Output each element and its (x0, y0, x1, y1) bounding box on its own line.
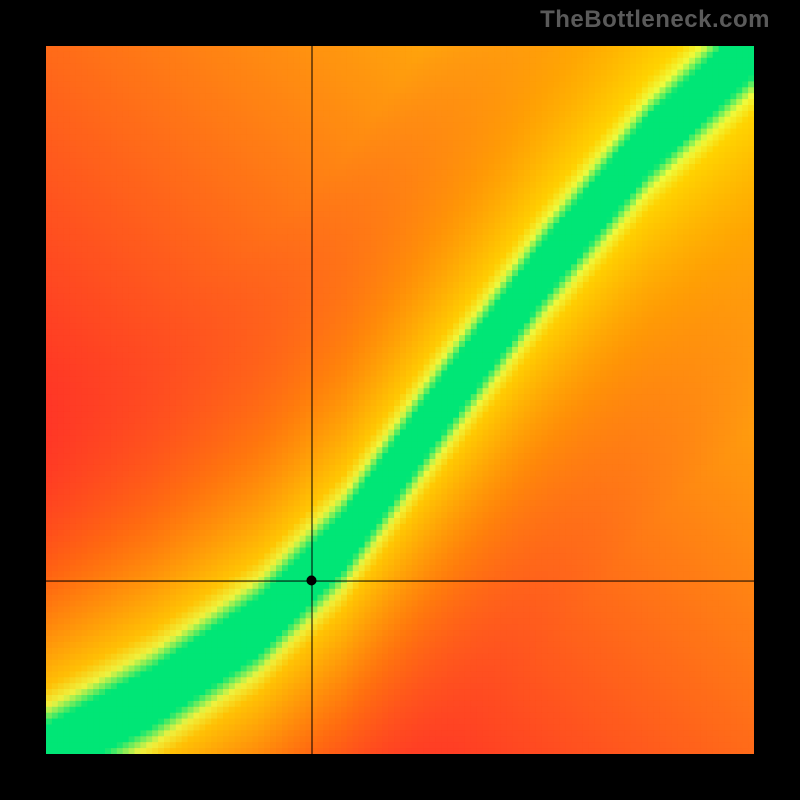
bottleneck-heatmap (46, 46, 754, 754)
chart-stage: TheBottleneck.com (0, 0, 800, 800)
watermark-text: TheBottleneck.com (540, 6, 770, 34)
